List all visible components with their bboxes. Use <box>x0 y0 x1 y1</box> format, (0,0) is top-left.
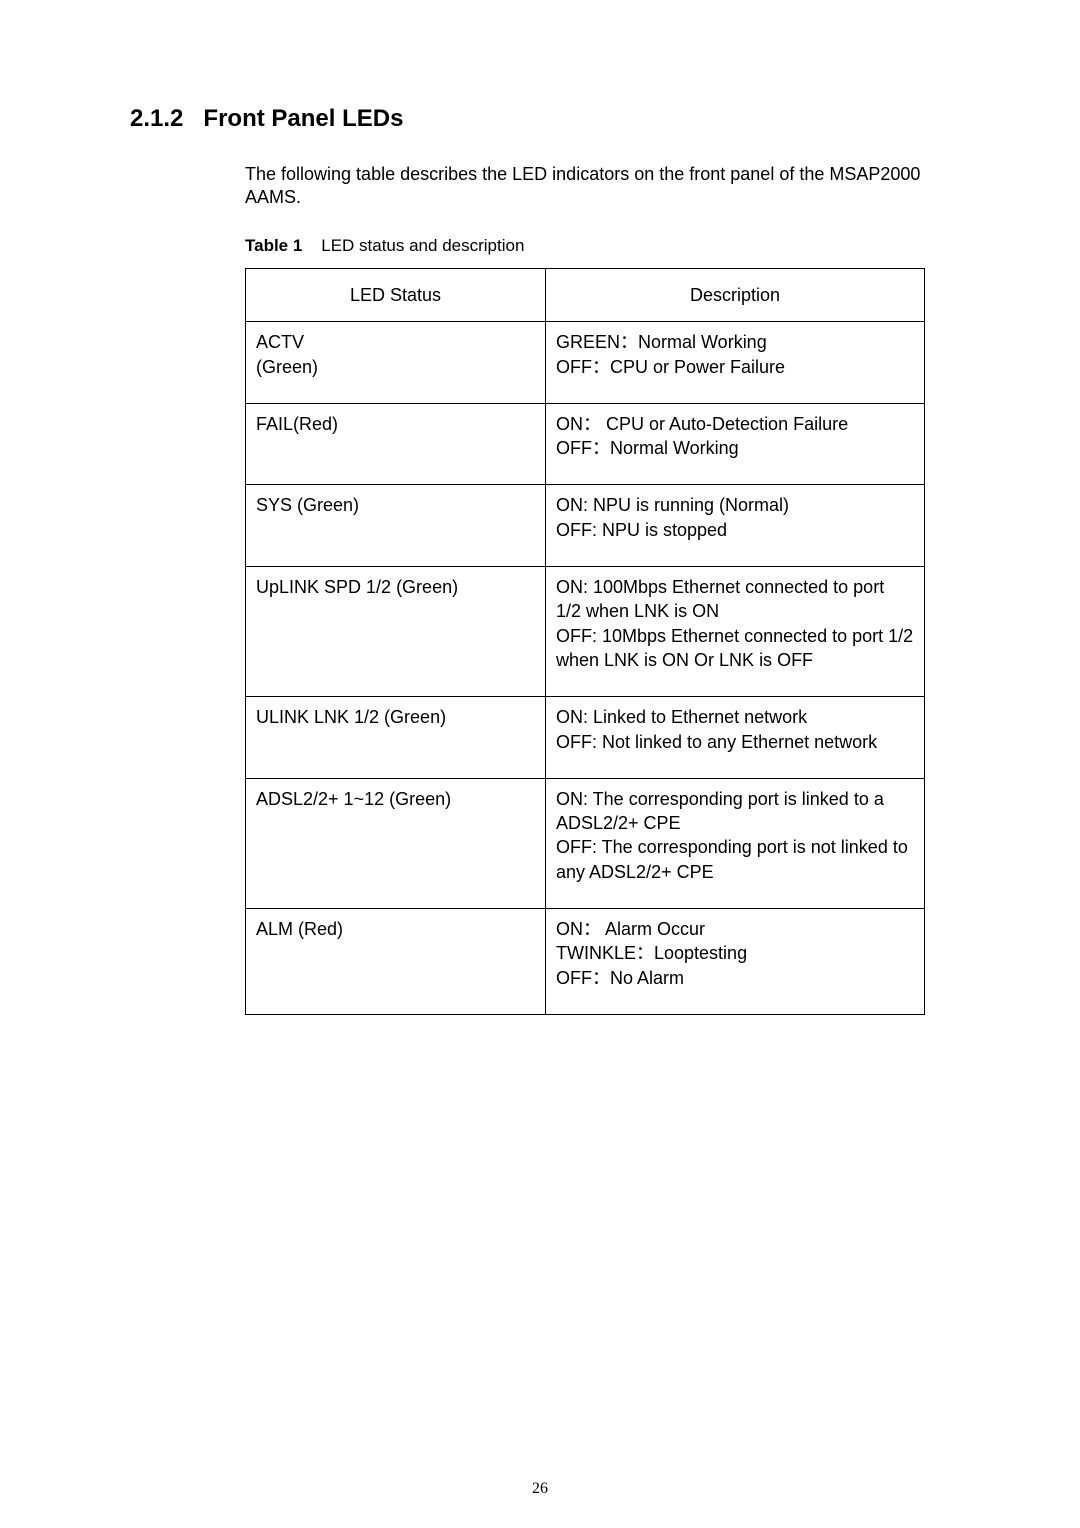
table-row: ALM (Red) ON： Alarm OccurTWINKLE：Looptes… <box>246 909 925 1015</box>
cell-status: ACTV(Green) <box>246 322 546 404</box>
table-row: SYS (Green) ON: NPU is running (Normal)O… <box>246 485 925 567</box>
cell-description: ON： CPU or Auto-Detection FailureOFF：Nor… <box>546 403 925 485</box>
table-caption-text: LED status and description <box>321 236 524 255</box>
page-content: 2.1.2 Front Panel LEDs The following tab… <box>0 0 1080 1015</box>
cell-description: ON: 100Mbps Ethernet connected to port 1… <box>546 567 925 697</box>
cell-status: ULINK LNK 1/2 (Green) <box>246 697 546 779</box>
cell-status: SYS (Green) <box>246 485 546 567</box>
section-intro: The following table describes the LED in… <box>245 163 950 208</box>
cell-status: ALM (Red) <box>246 909 546 1015</box>
table-header-row: LED Status Description <box>246 269 925 322</box>
table-caption-label: Table 1 <box>245 236 302 255</box>
cell-description: ON: The corresponding port is linked to … <box>546 778 925 908</box>
cell-status: ADSL2/2+ 1~12 (Green) <box>246 778 546 908</box>
cell-description: GREEN：Normal WorkingOFF：CPU or Power Fai… <box>546 322 925 404</box>
table-row: ADSL2/2+ 1~12 (Green) ON: The correspond… <box>246 778 925 908</box>
cell-description: ON: Linked to Ethernet networkOFF: Not l… <box>546 697 925 779</box>
cell-description: ON： Alarm OccurTWINKLE：LooptestingOFF：No… <box>546 909 925 1015</box>
cell-status: UpLINK SPD 1/2 (Green) <box>246 567 546 697</box>
table-row: ULINK LNK 1/2 (Green) ON: Linked to Ethe… <box>246 697 925 779</box>
table-row: FAIL(Red) ON： CPU or Auto-Detection Fail… <box>246 403 925 485</box>
table-caption: Table 1 LED status and description <box>245 236 950 256</box>
led-status-table: LED Status Description ACTV(Green) GREEN… <box>245 268 925 1015</box>
section-heading: 2.1.2 Front Panel LEDs <box>130 105 950 133</box>
page-number: 26 <box>0 1480 1080 1498</box>
section-title: Front Panel LEDs <box>203 105 403 132</box>
cell-status: FAIL(Red) <box>246 403 546 485</box>
col-header-status: LED Status <box>246 269 546 322</box>
col-header-description: Description <box>546 269 925 322</box>
cell-description: ON: NPU is running (Normal)OFF: NPU is s… <box>546 485 925 567</box>
table-row: UpLINK SPD 1/2 (Green) ON: 100Mbps Ether… <box>246 567 925 697</box>
table-row: ACTV(Green) GREEN：Normal WorkingOFF：CPU … <box>246 322 925 404</box>
section-number: 2.1.2 <box>130 105 183 132</box>
